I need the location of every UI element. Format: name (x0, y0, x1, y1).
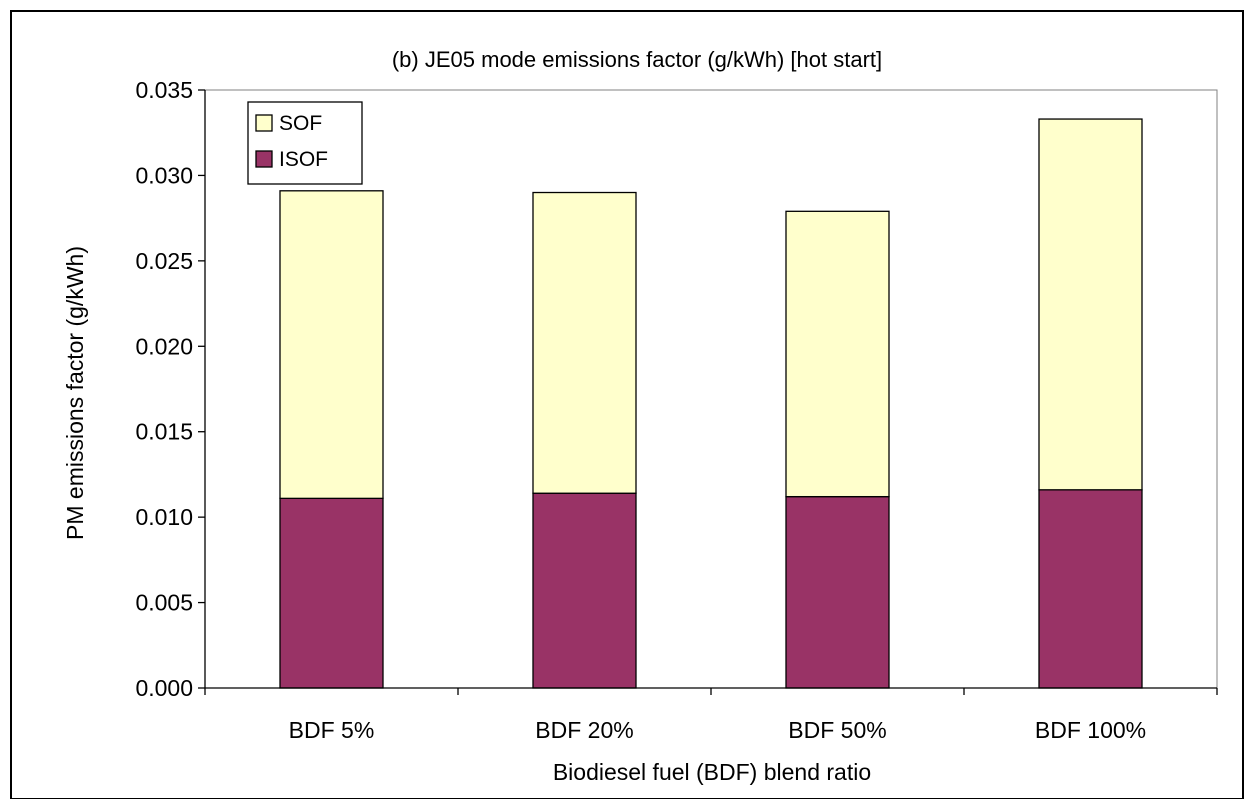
legend-swatch-sof (255, 114, 273, 132)
x-axis-label: Biodiesel fuel (BDF) blend ratio (553, 759, 871, 785)
x-tick-label-3: BDF 50% (788, 717, 886, 743)
y-axis-label: PM emissions factor (g/kWh) (62, 246, 88, 540)
bar-isof-3 (785, 495, 890, 689)
y-tick-label-5: 0.020 (135, 333, 193, 359)
bar-sof-4 (1038, 118, 1143, 491)
axes: 0.000 0.005 0.010 0.015 0.020 0.025 0.030 0.035… (135, 77, 1218, 743)
bar-sof-3 (785, 210, 890, 498)
y-tick-label-2: 0.005 (135, 590, 193, 616)
x-tick-label-1: BDF 5% (289, 717, 375, 743)
x-tick-label-2: BDF 20% (535, 717, 633, 743)
legend-swatch-isof (255, 150, 273, 168)
chart-title: (b) JE05 mode emissions factor (g/kWh) [… (392, 47, 882, 72)
legend: SOF ISOF (247, 101, 363, 185)
bar-isof-1 (279, 497, 384, 689)
y-tick-label-4: 0.015 (135, 419, 193, 445)
bar-isof-2 (532, 492, 637, 689)
legend-label-isof: ISOF (279, 148, 328, 171)
y-tick-label-7: 0.030 (135, 162, 193, 188)
y-tick-label-3: 0.010 (135, 504, 193, 530)
bar-sof-1 (279, 190, 384, 499)
y-tick-label-6: 0.025 (135, 248, 193, 274)
bar-isof-4 (1038, 489, 1143, 689)
legend-label-sof: SOF (279, 112, 322, 135)
y-tick-label-8: 0.035 (135, 77, 193, 103)
x-tick-label-4: BDF 100% (1035, 717, 1146, 743)
plot-area (204, 89, 1218, 689)
bar-sof-2 (532, 191, 637, 494)
y-tick-label-1: 0.000 (135, 675, 193, 701)
